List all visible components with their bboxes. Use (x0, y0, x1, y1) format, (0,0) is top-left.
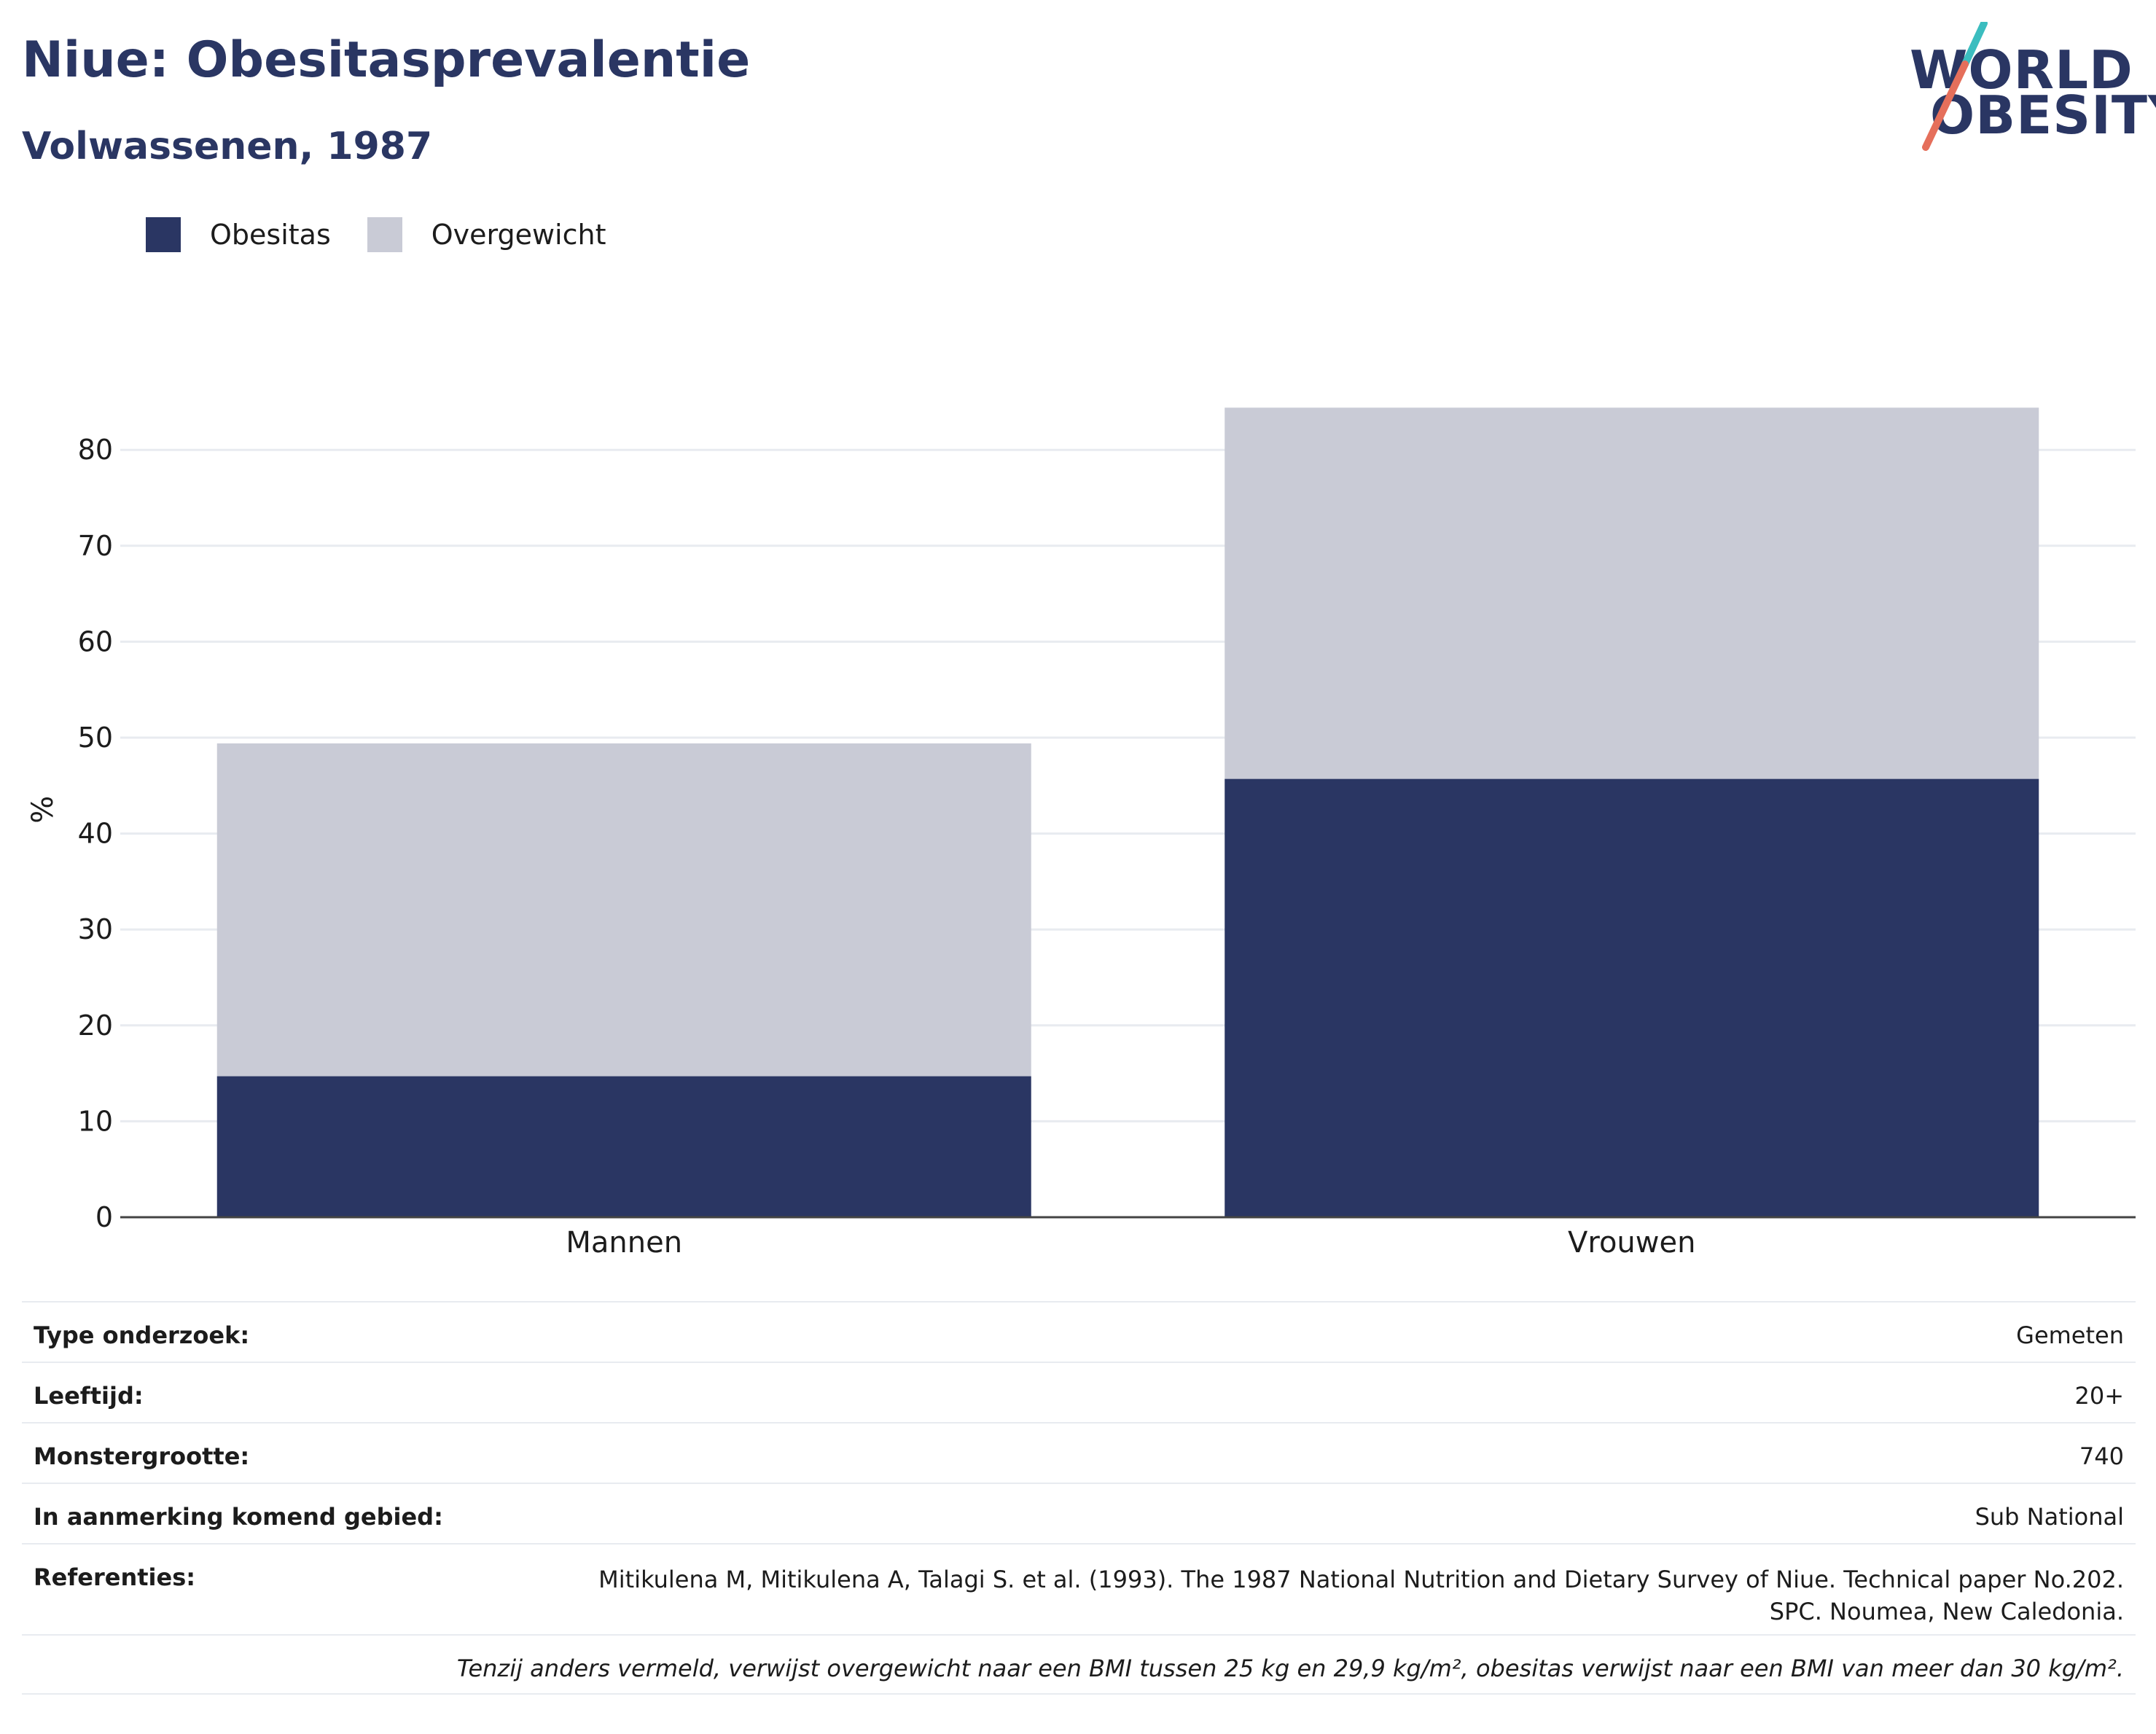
info-row-type: Type onderzoek: Gemeten (22, 1301, 2136, 1362)
legend-label-obesitas: Obesitas (210, 219, 331, 251)
legend-item-overgewicht[interactable]: Overgewicht (367, 217, 606, 252)
x-category-label: Vrouwen (1568, 1226, 1695, 1260)
references-value: Mitikulena M, Mitikulena A, Talagi S. et… (598, 1563, 2124, 1628)
x-category-label: Mannen (566, 1226, 682, 1260)
logo-line-1: WORLD (1910, 39, 2133, 101)
reference-line-2: SPC. Noumea, New Caledonia. (1769, 1598, 2124, 1625)
legend-label-overgewicht: Overgewicht (431, 219, 606, 251)
info-row-references: Referenties: Mitikulena M, Mitikulena A,… (22, 1543, 2136, 1634)
info-label: Monstergrootte: (34, 1442, 250, 1470)
page-subtitle: Volwassenen, 1987 (22, 125, 433, 168)
logo-slash-icon (1922, 22, 1988, 151)
y-tick-label: 60 (78, 625, 113, 657)
bmi-definition-note: Tenzij anders vermeld, verwijst overgewi… (456, 1655, 2124, 1682)
info-row-sample-size: Monstergrootte: 740 (22, 1422, 2136, 1483)
info-label: Leeftijd: (34, 1382, 144, 1410)
bar-mannen-obesitas (216, 1076, 1031, 1217)
info-value: 20+ (2074, 1382, 2124, 1410)
y-tick-label: 30 (78, 913, 113, 945)
y-tick-label: 80 (78, 434, 113, 466)
info-label: Referenties: (34, 1563, 196, 1591)
legend-swatch-overgewicht (367, 217, 402, 252)
y-tick-label: 50 (78, 722, 113, 754)
survey-info-table: Type onderzoek: Gemeten Leeftijd: 20+ Mo… (22, 1301, 2136, 1695)
info-value: Sub National (1975, 1503, 2124, 1531)
logo-line-2: OBESITY (1930, 85, 2156, 146)
bar-mannen-overgewicht (216, 743, 1031, 1077)
legend-swatch-obesitas (146, 217, 181, 252)
y-tick-label: 0 (95, 1201, 113, 1233)
y-tick-label: 20 (78, 1009, 113, 1042)
reference-line-1: Mitikulena M, Mitikulena A, Talagi S. et… (598, 1566, 2124, 1593)
info-label: Type onderzoek: (34, 1321, 250, 1349)
bar-vrouwen-obesitas (1225, 778, 2039, 1217)
y-tick-label: 40 (78, 818, 113, 850)
stacked-bar-chart: 0 10 20 30 40 50 60 70 80% Mannen Vrouwen (26, 407, 2136, 1260)
info-row-age: Leeftijd: 20+ (22, 1362, 2136, 1422)
bar-vrouwen-overgewicht (1225, 407, 2039, 779)
info-value: Gemeten (2016, 1321, 2124, 1349)
world-obesity-logo: WORLD OBESITY (1895, 22, 2156, 153)
legend-item-obesitas[interactable]: Obesitas (146, 217, 331, 252)
y-tick-label: 10 (78, 1105, 113, 1137)
y-tick-label: 70 (78, 530, 113, 562)
info-row-area: In aanmerking komend gebied: Sub Nationa… (22, 1483, 2136, 1543)
info-label: In aanmerking komend gebied: (34, 1503, 443, 1531)
page-title: Niue: Obesitasprevalentie (22, 31, 751, 89)
y-axis-label: % (26, 796, 60, 824)
info-value: 740 (2079, 1442, 2124, 1470)
info-row-note: Tenzij anders vermeld, verwijst overgewi… (22, 1634, 2136, 1695)
chart-legend: Obesitas Overgewicht (146, 217, 643, 252)
